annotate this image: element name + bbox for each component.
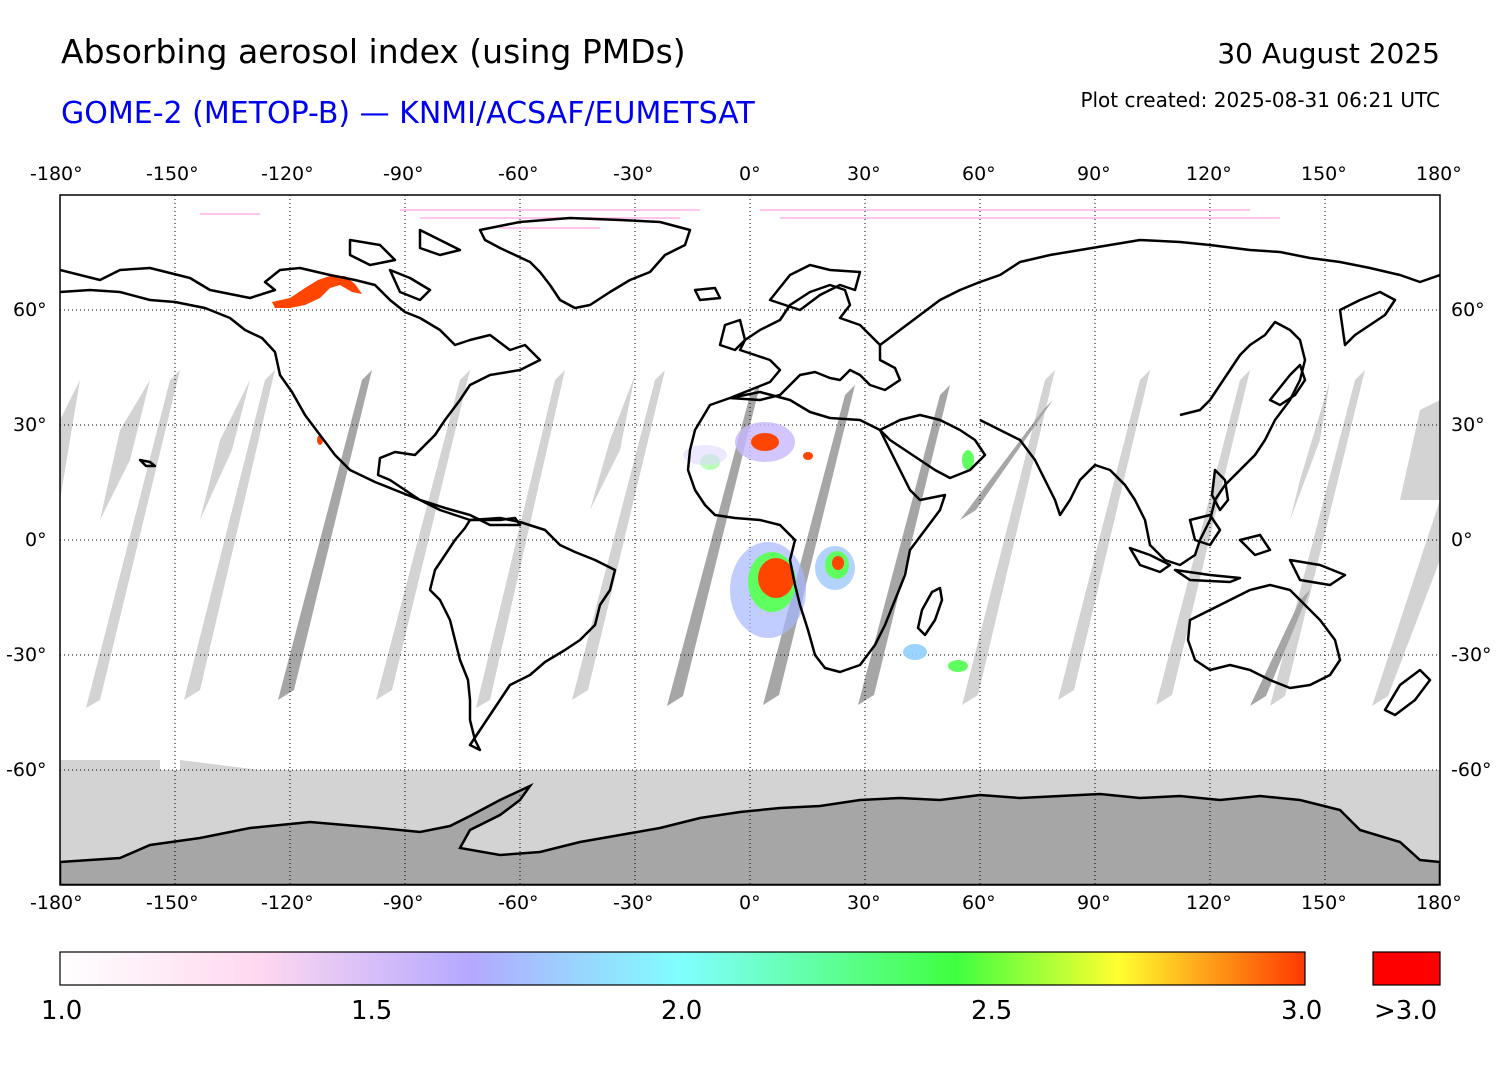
colorbar-tick-label: 1.0 [41, 996, 83, 1026]
colorbar-tick-label: 2.5 [971, 996, 1013, 1026]
lon-label-bottom: -120° [261, 892, 314, 914]
lat-label-right: 60° [1451, 299, 1485, 321]
lon-label-top: 90° [1077, 163, 1111, 185]
colorbar-tick-label: 2.0 [661, 996, 703, 1026]
lon-label-bottom: -60° [498, 892, 539, 914]
lon-label-top: -30° [613, 163, 654, 185]
lon-label-bottom: 120° [1186, 892, 1232, 914]
lon-label-top: 60° [962, 163, 996, 185]
map-subtitle: GOME-2 (METOP-B) — KNMI/ACSAF/EUMETSAT [61, 96, 755, 131]
lon-label-top: -120° [261, 163, 314, 185]
lat-label-left: -30° [6, 644, 47, 666]
lon-label-top: -180° [30, 163, 83, 185]
colorbar-overflow-label: >3.0 [1374, 996, 1438, 1026]
lat-label-left: 0° [25, 529, 47, 551]
map-title: Absorbing aerosol index (using PMDs) [61, 32, 686, 71]
map-frame [59, 194, 1441, 886]
lon-label-bottom: -30° [613, 892, 654, 914]
colorbar [59, 951, 1306, 986]
lon-label-bottom: 60° [962, 892, 996, 914]
lon-label-top: 150° [1301, 163, 1347, 185]
hotspot-north-america [272, 276, 362, 308]
lon-label-bottom: -180° [30, 892, 83, 914]
lon-label-top: -90° [383, 163, 424, 185]
lat-label-right: 30° [1451, 414, 1485, 436]
hotspot-central-africa [758, 558, 794, 598]
lon-label-top: 30° [847, 163, 881, 185]
lon-label-bottom: 30° [847, 892, 881, 914]
lat-label-left: 60° [13, 299, 47, 321]
lon-label-bottom: 150° [1301, 892, 1347, 914]
lat-label-right: -30° [1451, 644, 1492, 666]
map-date: 30 August 2025 [1217, 37, 1440, 70]
lon-label-top: 180° [1416, 163, 1462, 185]
aerosol-hotspots [272, 276, 974, 672]
lat-label-right: -60° [1451, 759, 1492, 781]
lon-label-top: 0° [739, 163, 761, 185]
colorbar-tick-label: 3.0 [1281, 996, 1323, 1026]
arctic-noise [200, 209, 1280, 229]
lon-label-bottom: -90° [383, 892, 424, 914]
plot-created-timestamp: Plot created: 2025-08-31 06:21 UTC [1080, 88, 1440, 112]
graticule [60, 195, 1440, 885]
lon-label-bottom: 0° [739, 892, 761, 914]
coastlines [60, 216, 1440, 752]
antarctic-steps [60, 760, 260, 770]
lon-label-top: -60° [498, 163, 539, 185]
lon-label-bottom: 180° [1416, 892, 1462, 914]
lat-label-left: -60° [6, 759, 47, 781]
hotspot-west-africa [751, 433, 779, 451]
lon-label-top: -150° [146, 163, 199, 185]
lat-label-right: 0° [1451, 529, 1473, 551]
lat-label-left: 30° [13, 414, 47, 436]
lon-label-top: 120° [1186, 163, 1232, 185]
lon-label-bottom: -150° [146, 892, 199, 914]
colorbar-tick-label: 1.5 [351, 996, 393, 1026]
lon-label-bottom: 90° [1077, 892, 1111, 914]
colorbar-overflow [1372, 951, 1441, 986]
